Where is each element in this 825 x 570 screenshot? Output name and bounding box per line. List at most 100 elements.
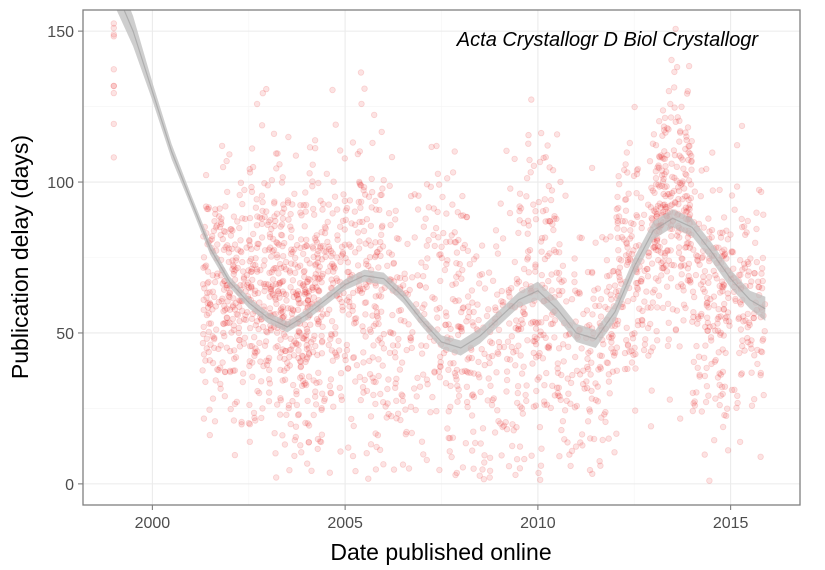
data-point	[492, 227, 500, 234]
data-point	[491, 429, 499, 436]
data-point	[453, 273, 460, 280]
data-point	[334, 206, 341, 213]
data-point	[305, 292, 312, 300]
data-point	[747, 255, 754, 262]
data-point	[318, 256, 326, 263]
data-point	[513, 317, 520, 324]
data-point	[272, 217, 279, 225]
data-point	[431, 369, 438, 376]
data-point	[268, 253, 275, 260]
data-point	[493, 243, 500, 250]
data-point	[753, 258, 760, 266]
data-point	[710, 302, 718, 309]
data-point	[248, 342, 255, 350]
data-point	[110, 66, 117, 73]
data-point	[252, 262, 259, 269]
data-point	[439, 193, 446, 201]
data-point	[217, 342, 224, 349]
data-point	[282, 333, 289, 340]
data-point	[738, 370, 746, 377]
data-point	[283, 364, 291, 372]
data-point	[297, 209, 304, 216]
data-point	[263, 208, 270, 215]
data-point	[455, 323, 463, 330]
data-point	[584, 355, 591, 362]
data-point	[503, 368, 511, 375]
data-point	[224, 319, 231, 327]
data-point	[345, 365, 352, 372]
data-point	[222, 203, 229, 210]
data-point	[395, 335, 402, 343]
data-point	[684, 208, 691, 215]
data-point	[653, 237, 661, 245]
data-point	[261, 287, 268, 295]
data-point	[688, 166, 695, 173]
data-point	[306, 260, 313, 267]
data-point	[566, 451, 573, 458]
data-point	[440, 349, 448, 357]
data-point	[345, 444, 352, 451]
data-point	[217, 385, 224, 392]
data-point	[523, 382, 530, 389]
data-point	[267, 284, 275, 291]
data-point	[346, 303, 353, 310]
data-point	[293, 241, 301, 249]
data-point	[407, 335, 415, 342]
data-point	[433, 142, 440, 150]
data-point	[469, 299, 476, 306]
data-point	[303, 242, 310, 249]
data-point	[433, 306, 440, 313]
data-point	[303, 289, 310, 297]
data-point	[215, 213, 223, 220]
data-point	[717, 313, 724, 320]
data-point	[436, 304, 443, 312]
data-point	[568, 296, 576, 303]
data-point	[724, 290, 731, 297]
data-point	[264, 221, 271, 228]
data-point	[453, 469, 460, 477]
data-point	[508, 333, 515, 340]
data-point	[310, 377, 317, 384]
data-point	[459, 305, 466, 312]
data-point	[318, 279, 325, 286]
data-point	[199, 367, 206, 374]
data-point	[697, 192, 704, 200]
data-point	[615, 246, 622, 254]
data-point	[301, 283, 308, 290]
data-point	[545, 345, 553, 352]
data-point	[284, 305, 292, 312]
y-tick-label: 100	[47, 175, 74, 192]
data-point	[245, 420, 253, 427]
data-point	[301, 289, 308, 296]
data-point	[655, 256, 662, 264]
data-point	[330, 178, 337, 185]
data-point	[365, 237, 372, 244]
data-point	[724, 236, 731, 243]
data-point	[389, 311, 396, 319]
data-point	[263, 357, 270, 364]
data-point	[315, 179, 322, 187]
data-point	[706, 477, 713, 484]
data-point	[245, 267, 252, 274]
data-point	[514, 326, 522, 333]
data-point	[597, 313, 605, 320]
data-point	[523, 193, 530, 200]
data-point	[444, 175, 451, 182]
data-point	[219, 280, 226, 287]
data-point	[274, 254, 281, 261]
data-point	[549, 320, 556, 327]
data-point	[678, 255, 685, 262]
data-point	[304, 420, 311, 427]
data-point	[758, 188, 765, 196]
data-point	[628, 232, 635, 240]
data-point	[546, 250, 553, 257]
data-point	[603, 359, 610, 366]
data-point	[416, 383, 424, 390]
data-point	[514, 399, 521, 407]
data-point	[634, 213, 641, 220]
data-point	[363, 215, 371, 223]
data-point	[380, 345, 388, 352]
data-point	[396, 274, 404, 282]
data-point	[390, 260, 397, 267]
data-point	[263, 85, 270, 93]
